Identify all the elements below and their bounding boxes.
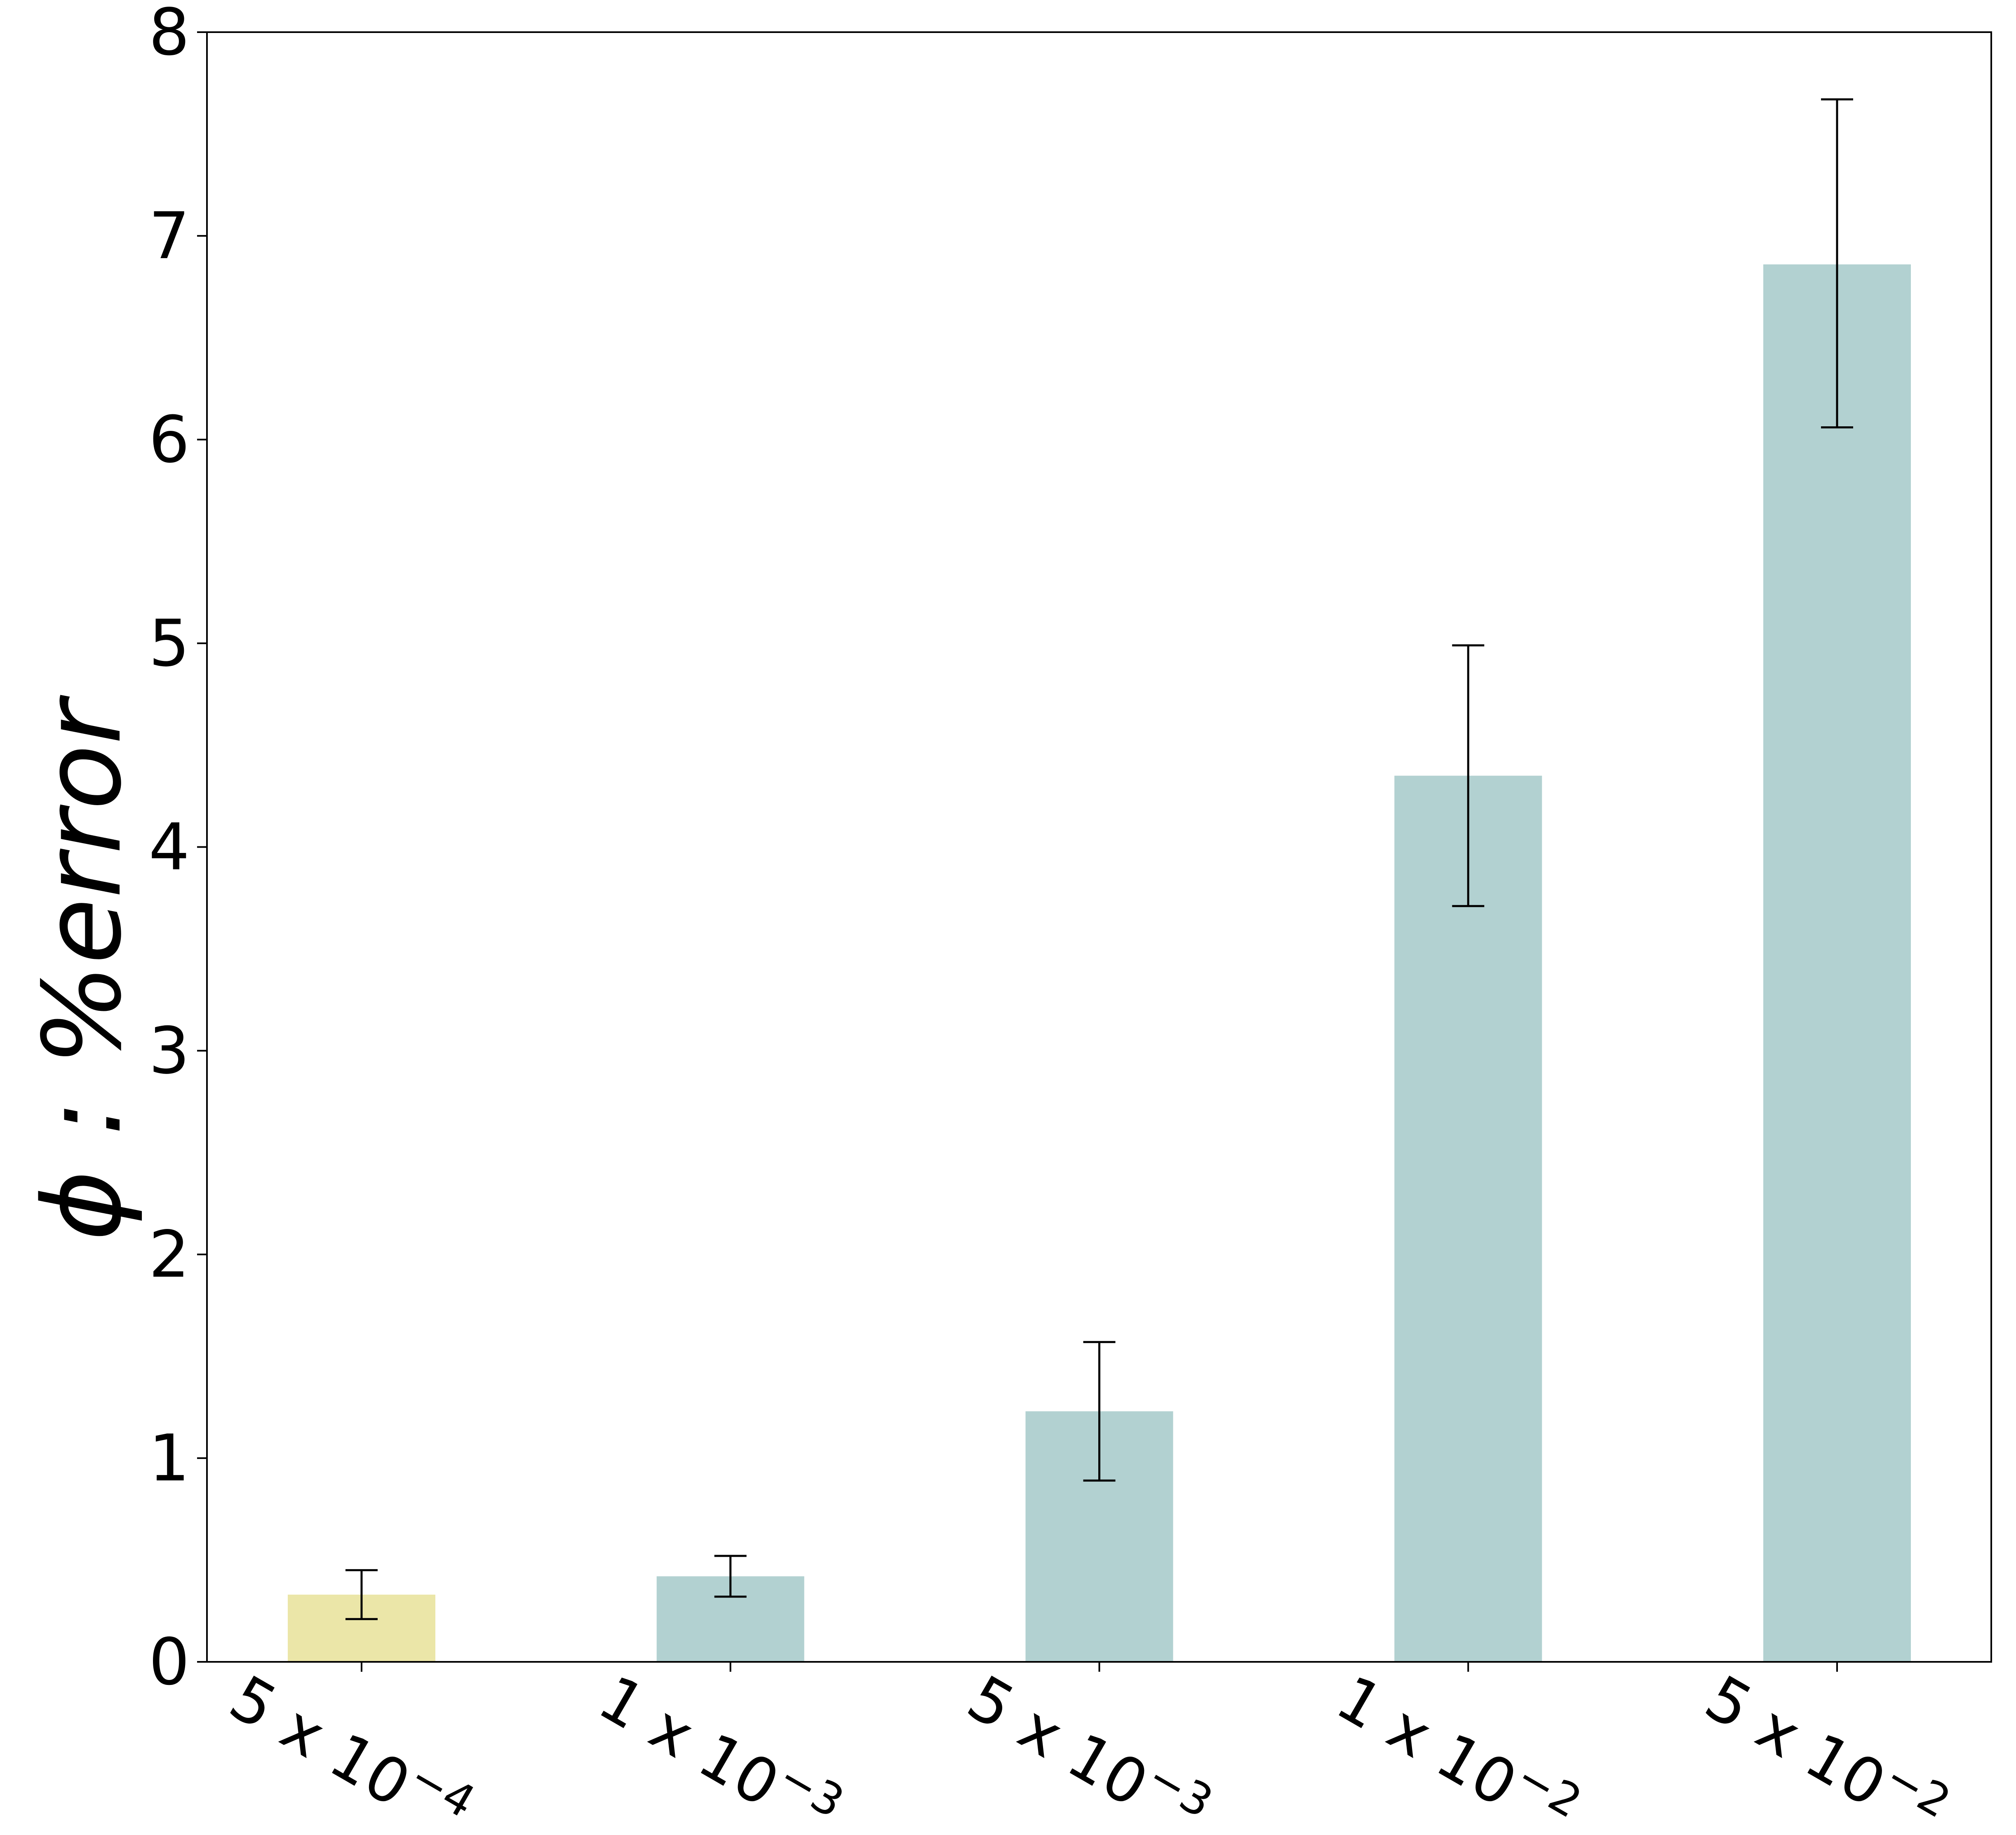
y-tick-label: 4 bbox=[149, 810, 190, 885]
y-tick-label: 7 bbox=[149, 198, 190, 273]
y-tick-label: 3 bbox=[149, 1013, 190, 1088]
y-tick-label: 5 bbox=[149, 606, 190, 681]
bar bbox=[1394, 775, 1542, 1662]
y-tick-label: 8 bbox=[149, 0, 190, 70]
bars-group bbox=[288, 264, 1911, 1662]
y-tick-label: 2 bbox=[149, 1217, 190, 1292]
bar bbox=[1763, 264, 1911, 1662]
error-bars-group bbox=[345, 98, 1853, 1620]
y-tick-label: 0 bbox=[149, 1624, 190, 1699]
y-tick-label: 1 bbox=[149, 1421, 190, 1496]
y-axis-label: ϕ : %error bbox=[21, 694, 145, 1241]
y-axis: 0 1 2 3 4 5 6 7 8 bbox=[149, 0, 207, 1699]
y-tick-label: 6 bbox=[149, 402, 190, 477]
